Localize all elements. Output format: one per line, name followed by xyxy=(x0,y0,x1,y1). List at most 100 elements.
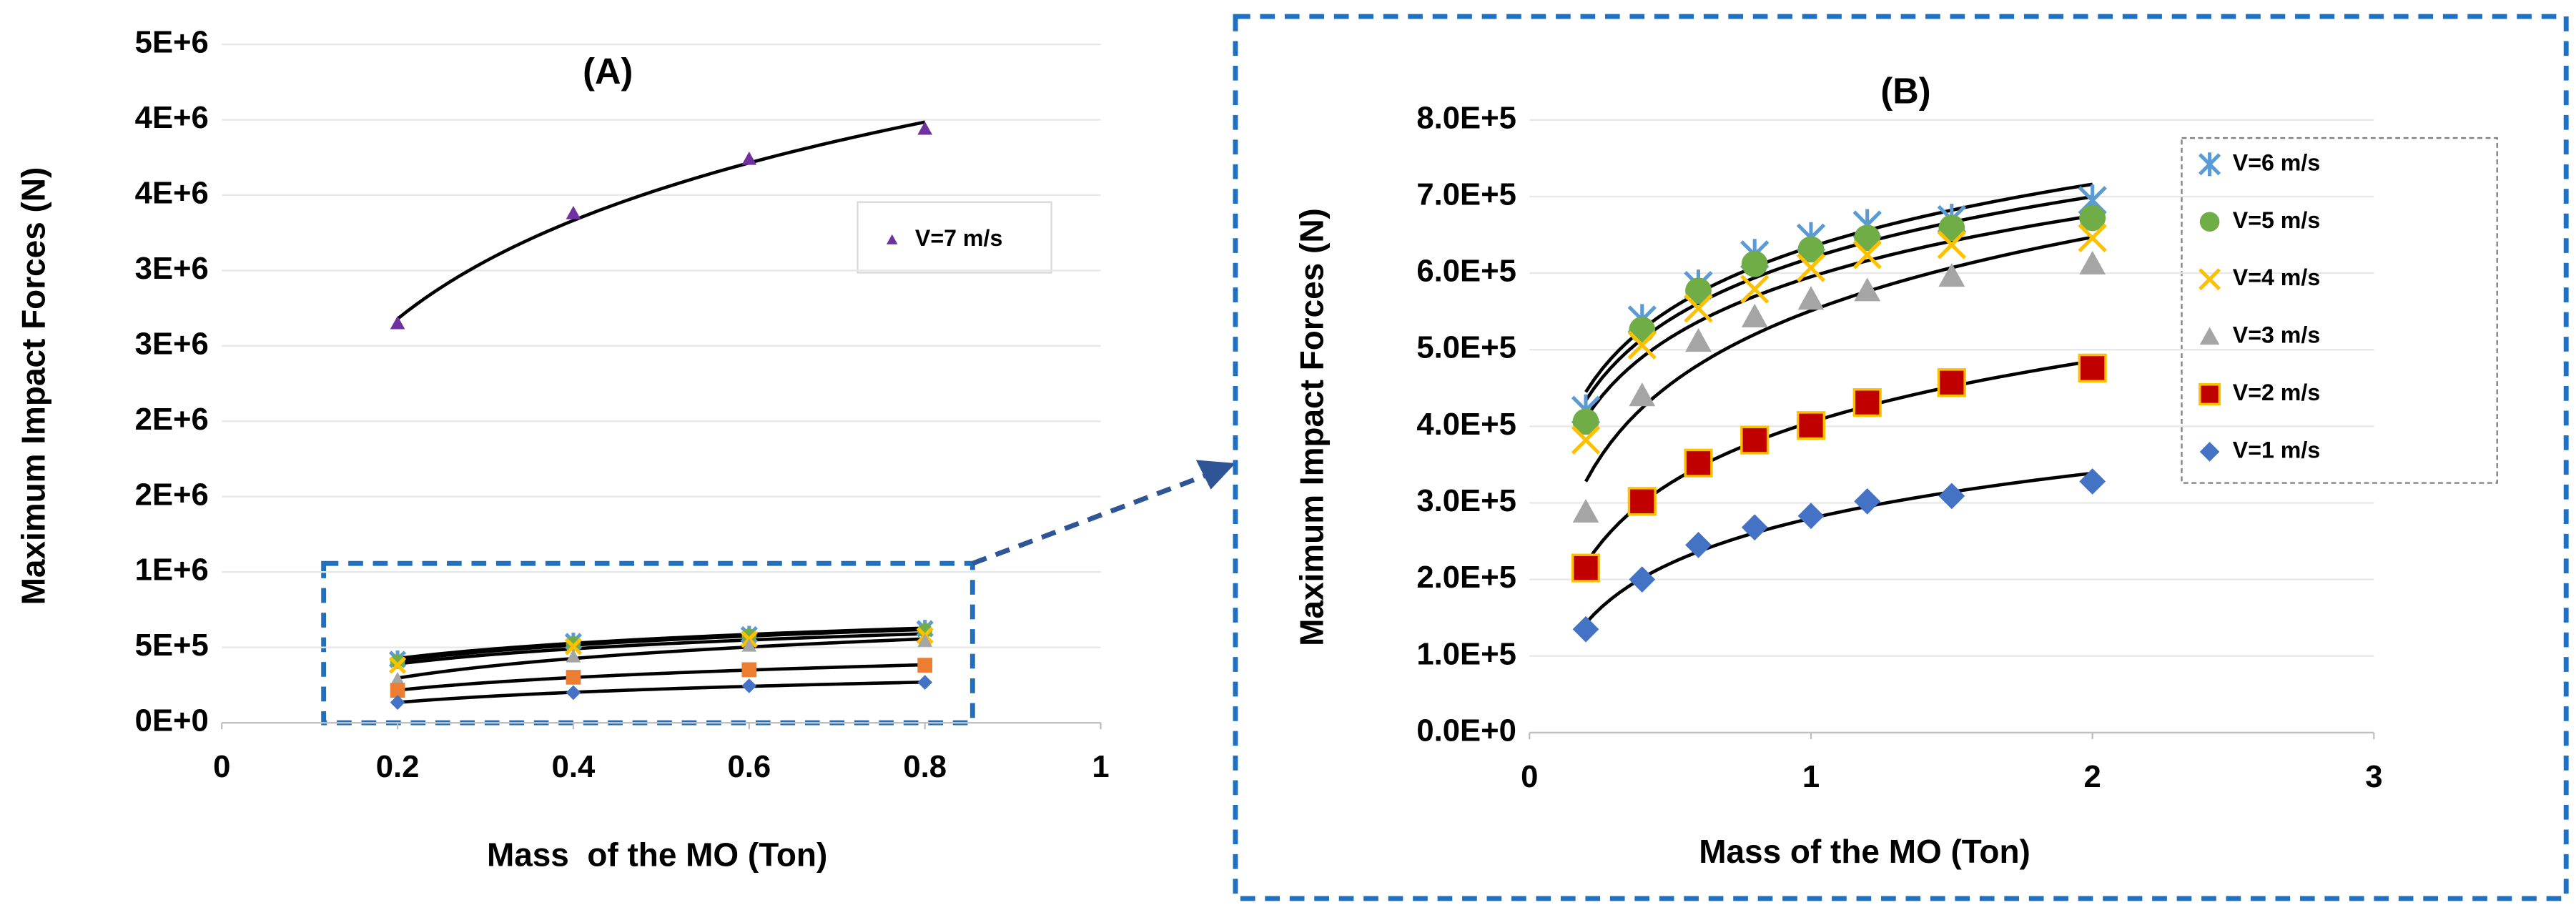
point xyxy=(1854,488,1881,515)
point xyxy=(1938,483,1965,510)
y-tick-label: 3.0E+5 xyxy=(1416,483,1516,518)
y-tick-label: 5E+6 xyxy=(135,25,209,60)
y-tick-label: 4E+6 xyxy=(135,100,209,135)
point xyxy=(390,683,405,698)
arrow-head xyxy=(1195,460,1235,490)
trendline xyxy=(1584,182,2093,393)
y-axis-label: Maximum Impact Forces (N) xyxy=(1293,208,1330,646)
legend-marker xyxy=(2199,383,2221,406)
x-tick-label: 0.8 xyxy=(903,749,947,784)
y-tick-label: 0.0E+0 xyxy=(1416,713,1516,748)
point xyxy=(2079,468,2106,495)
y-tick-label: 0E+0 xyxy=(135,703,209,738)
y-tick-label: 3E+6 xyxy=(135,251,209,286)
point xyxy=(566,685,581,701)
x-tick-label: 2 xyxy=(2084,759,2101,794)
legend-box xyxy=(857,201,1052,274)
y-tick-label: 5E+5 xyxy=(135,628,209,663)
y-tick-label: 2E+6 xyxy=(135,477,209,512)
point xyxy=(1629,566,1656,593)
y-tick-label: 8.0E+5 xyxy=(1416,100,1516,135)
point xyxy=(1937,230,1966,259)
chart-title: (B) xyxy=(1880,70,1930,111)
legend-label: V=1 m/s xyxy=(2233,437,2320,463)
point xyxy=(741,678,757,693)
point xyxy=(1852,240,1882,269)
point xyxy=(741,628,757,643)
point xyxy=(1796,253,1826,282)
point xyxy=(1685,328,1712,352)
trendline xyxy=(1584,235,2093,483)
trendline xyxy=(397,680,925,704)
y-tick-label: 1.0E+5 xyxy=(1416,636,1516,671)
chart-title: (A) xyxy=(583,51,633,92)
legend-label: V=6 m/s xyxy=(2233,149,2320,175)
point xyxy=(564,638,583,656)
trendline xyxy=(1584,194,2093,402)
trendline xyxy=(397,632,925,666)
legend-marker xyxy=(886,234,898,244)
point xyxy=(1796,411,1826,440)
point xyxy=(917,658,933,673)
legend-marker xyxy=(2199,327,2220,345)
point xyxy=(566,635,581,651)
point xyxy=(1854,277,1881,302)
point xyxy=(1797,236,1825,263)
legend-label: V=2 m/s xyxy=(2233,380,2320,405)
trendline xyxy=(396,120,926,320)
point xyxy=(917,121,933,135)
x-axis-label: Mass of the MO (Ton) xyxy=(1699,833,2030,870)
point xyxy=(388,656,407,674)
legend-label: V=5 m/s xyxy=(2233,207,2320,233)
y-tick-label: 4E+6 xyxy=(135,176,209,211)
legend-label: V=3 m/s xyxy=(2233,322,2320,348)
x-tick-label: 0 xyxy=(213,749,230,784)
point xyxy=(2078,353,2107,383)
y-axis-label: Maximum Impact Forces (N) xyxy=(15,167,52,605)
legend-box xyxy=(2181,137,2498,484)
point xyxy=(917,675,933,690)
point xyxy=(1572,498,1599,523)
trendline xyxy=(397,663,925,692)
y-tick-label: 1E+6 xyxy=(135,553,209,588)
point xyxy=(1627,330,1657,360)
y-tick-label: 6.0E+5 xyxy=(1416,254,1516,289)
point xyxy=(1938,214,1965,242)
point xyxy=(1852,388,1882,417)
point xyxy=(2078,223,2107,252)
point xyxy=(1740,274,1770,304)
trendline xyxy=(397,628,925,663)
zoom-arrow xyxy=(972,472,1209,566)
y-tick-label: 4.0E+5 xyxy=(1416,407,1516,442)
point xyxy=(2079,204,2106,232)
trendline xyxy=(397,637,925,680)
x-tick-label: 0 xyxy=(1521,759,1538,794)
legend-label: V=4 m/s xyxy=(2233,264,2320,290)
point xyxy=(1629,382,1656,407)
legend-marker xyxy=(2199,442,2220,462)
point xyxy=(1684,448,1713,478)
point xyxy=(1741,250,1768,277)
point xyxy=(1741,303,1768,327)
trendline xyxy=(1584,214,2093,420)
point xyxy=(1685,532,1712,558)
point xyxy=(741,638,757,652)
y-tick-label: 2.0E+5 xyxy=(1416,560,1516,595)
x-axis-label: Mass of the MO (Ton) xyxy=(487,836,827,874)
trendline xyxy=(1584,471,2093,625)
point xyxy=(2079,250,2106,274)
legend-marker xyxy=(2199,152,2221,177)
y-tick-label: 3E+6 xyxy=(135,326,209,361)
point xyxy=(390,672,405,686)
point xyxy=(1741,514,1768,541)
point xyxy=(566,670,581,685)
point xyxy=(1572,615,1599,643)
point xyxy=(1571,425,1601,455)
point xyxy=(566,648,581,663)
x-tick-label: 0.4 xyxy=(552,749,596,784)
point xyxy=(1627,487,1657,516)
point xyxy=(1740,425,1770,455)
point xyxy=(1685,277,1712,305)
